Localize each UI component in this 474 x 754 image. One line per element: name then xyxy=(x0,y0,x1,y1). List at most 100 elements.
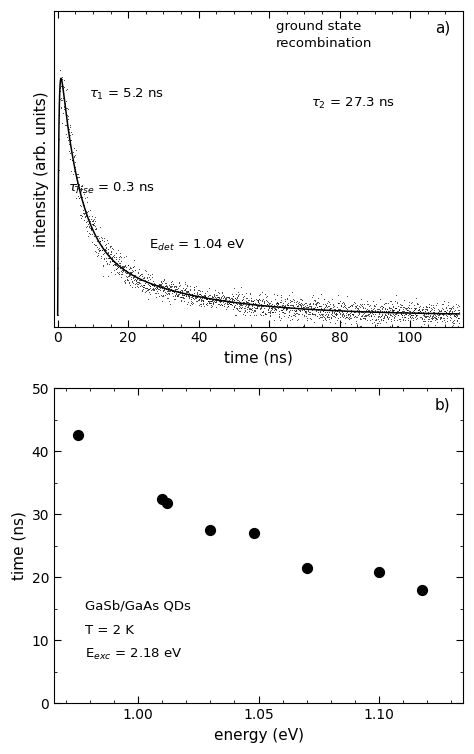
Point xyxy=(120,250,128,262)
Point xyxy=(254,294,261,306)
Point xyxy=(141,277,149,290)
Point xyxy=(428,313,436,325)
Point xyxy=(356,313,364,325)
Point xyxy=(96,235,104,247)
Point xyxy=(246,287,254,299)
Point xyxy=(261,308,269,320)
Point xyxy=(427,299,434,311)
Point xyxy=(246,302,253,314)
Point xyxy=(431,307,439,319)
Point xyxy=(207,297,214,309)
Point xyxy=(62,128,70,140)
Point xyxy=(165,288,173,300)
Point xyxy=(404,311,412,323)
Point xyxy=(269,306,276,318)
Point xyxy=(162,277,169,290)
Point xyxy=(103,238,110,250)
Point xyxy=(87,224,94,236)
Point xyxy=(436,304,443,316)
Point xyxy=(142,276,149,288)
Point xyxy=(209,291,217,303)
Point xyxy=(66,134,73,146)
Point xyxy=(118,255,125,267)
Point xyxy=(286,309,293,321)
Point xyxy=(136,274,144,286)
Point xyxy=(436,308,444,320)
Point xyxy=(375,303,383,315)
Point xyxy=(444,312,451,324)
Point xyxy=(122,276,129,288)
Point xyxy=(81,192,89,204)
Point xyxy=(323,305,330,317)
Point xyxy=(304,304,311,316)
Point xyxy=(265,301,273,313)
Point xyxy=(380,310,387,322)
Point xyxy=(364,305,372,317)
Point xyxy=(401,311,409,323)
Point xyxy=(442,309,450,321)
Point xyxy=(317,300,325,312)
Point xyxy=(424,313,431,325)
Point xyxy=(212,289,219,301)
Point xyxy=(397,299,404,311)
Point xyxy=(220,300,228,312)
Point xyxy=(455,312,462,324)
Point xyxy=(245,299,253,311)
Point xyxy=(348,305,356,317)
Point xyxy=(146,286,153,298)
Point xyxy=(310,308,317,320)
Point xyxy=(397,314,404,326)
Point xyxy=(255,296,262,308)
Point xyxy=(111,259,118,271)
Point xyxy=(168,274,176,287)
Point xyxy=(443,315,450,327)
Point xyxy=(73,144,80,156)
Point xyxy=(253,293,260,305)
Point xyxy=(82,210,89,222)
Point xyxy=(63,83,71,95)
Point xyxy=(178,289,186,301)
Point xyxy=(192,290,200,302)
Point xyxy=(358,299,365,311)
Point xyxy=(282,303,290,315)
Point xyxy=(213,294,220,306)
Point xyxy=(55,102,63,114)
Point xyxy=(426,305,434,317)
Point xyxy=(170,286,177,298)
Point xyxy=(212,293,219,305)
Point xyxy=(221,294,228,306)
Point xyxy=(190,297,197,309)
Point xyxy=(244,296,252,308)
Point xyxy=(184,285,191,297)
Point xyxy=(118,264,126,276)
Point xyxy=(430,302,438,314)
Point xyxy=(191,290,199,302)
Point xyxy=(406,311,413,323)
Point xyxy=(59,87,66,100)
Point xyxy=(264,305,272,317)
Point xyxy=(145,283,153,295)
Point xyxy=(358,305,366,317)
Point xyxy=(205,296,212,308)
Point xyxy=(416,302,423,314)
Point xyxy=(154,285,161,297)
Point xyxy=(130,277,137,289)
Point xyxy=(251,304,258,316)
Point xyxy=(280,296,287,308)
Point xyxy=(103,259,111,271)
Point xyxy=(440,314,447,326)
Point xyxy=(296,304,304,316)
Point xyxy=(255,296,262,308)
Point xyxy=(332,307,339,319)
Point xyxy=(182,290,190,302)
Point xyxy=(61,97,69,109)
Point xyxy=(156,282,164,294)
Point xyxy=(371,316,378,328)
Point xyxy=(346,299,354,311)
Point xyxy=(347,306,355,318)
Point xyxy=(139,272,147,284)
Point xyxy=(55,164,63,176)
Point xyxy=(297,293,305,305)
Point xyxy=(218,299,226,311)
Point xyxy=(177,284,185,296)
